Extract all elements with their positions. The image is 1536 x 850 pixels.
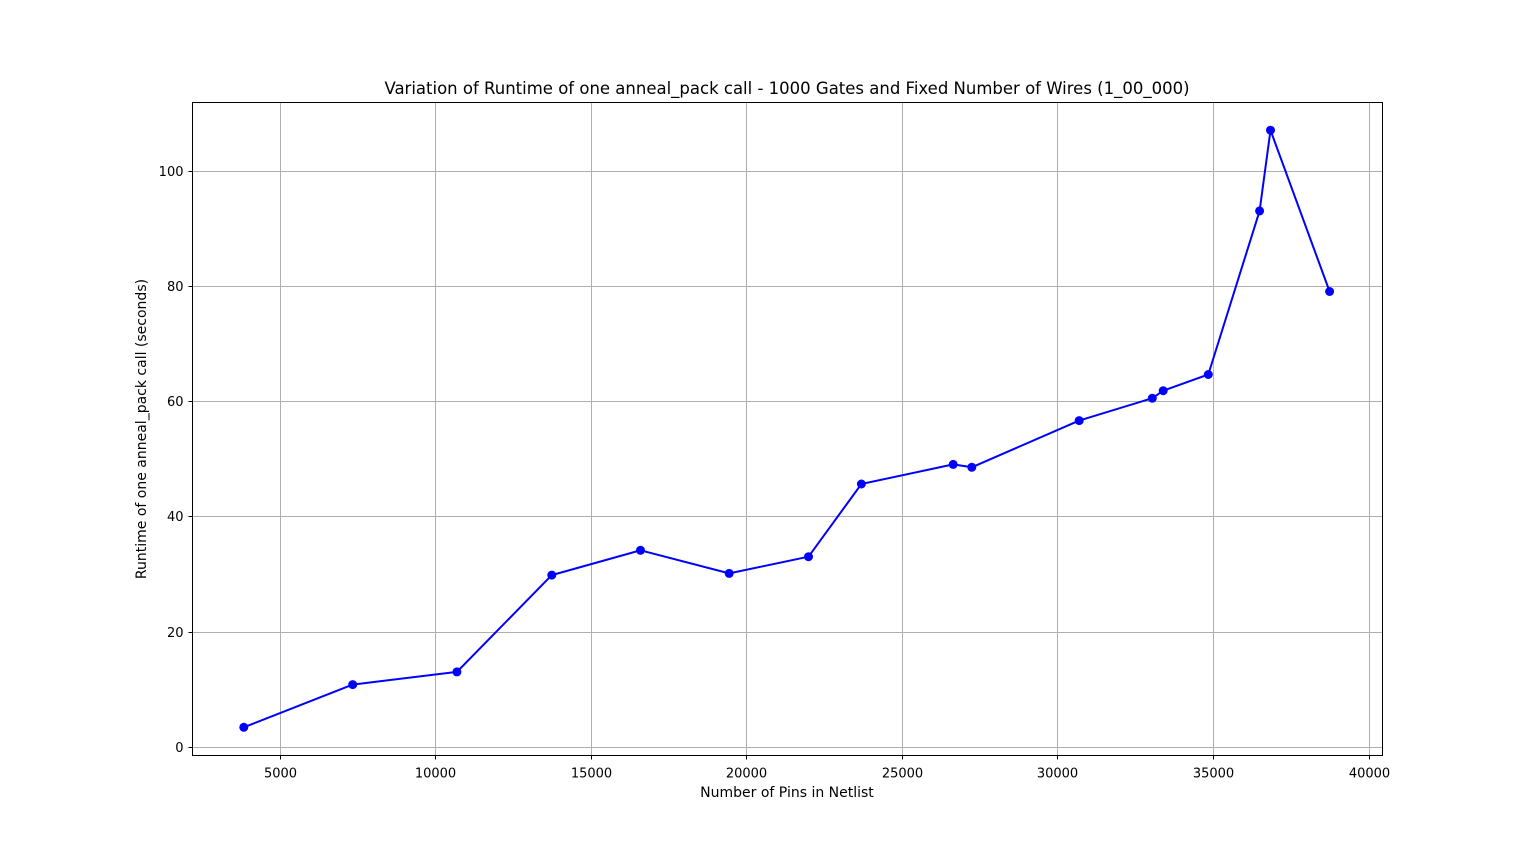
x-axis-title: Number of Pins in Netlist bbox=[700, 785, 874, 801]
grid-lines bbox=[192, 102, 1383, 756]
axis-ticks: 5000 10000 15000 20000 25000 30000 35000 40000 0… bbox=[159, 165, 1391, 782]
y-tick-label: 60 bbox=[167, 395, 184, 410]
data-point bbox=[1147, 393, 1157, 403]
data-point bbox=[547, 570, 557, 580]
data-point bbox=[1325, 287, 1335, 296]
data-series bbox=[239, 125, 1335, 732]
data-point bbox=[1255, 206, 1265, 216]
y-tick-label: 0 bbox=[175, 741, 183, 756]
x-tick-label: 15000 bbox=[571, 767, 612, 782]
data-point bbox=[967, 462, 977, 472]
data-point bbox=[724, 568, 734, 578]
data-point bbox=[948, 459, 958, 469]
data-point bbox=[452, 667, 462, 677]
y-tick-label: 80 bbox=[167, 280, 184, 295]
data-point bbox=[1074, 416, 1084, 426]
x-tick-label: 30000 bbox=[1037, 767, 1078, 782]
x-tick-label: 25000 bbox=[882, 767, 923, 782]
data-point bbox=[1203, 370, 1213, 379]
data-point bbox=[348, 680, 358, 690]
data-point bbox=[1158, 386, 1168, 396]
x-tick-label: 35000 bbox=[1193, 767, 1234, 782]
data-point bbox=[856, 479, 866, 489]
y-tick-label: 20 bbox=[167, 626, 184, 641]
chart-title: Variation of Runtime of one anneal_pack … bbox=[384, 79, 1189, 99]
y-tick-label: 40 bbox=[167, 510, 184, 525]
series-line bbox=[243, 129, 1331, 729]
data-point bbox=[636, 545, 645, 555]
x-tick-label: 20000 bbox=[726, 767, 767, 782]
y-axis-title: Runtime of one anneal_pack call (seconds… bbox=[134, 279, 150, 579]
data-point bbox=[1266, 125, 1275, 135]
x-tick-label: 40000 bbox=[1349, 767, 1390, 782]
x-tick-label: 10000 bbox=[415, 767, 456, 782]
plot-frame bbox=[192, 102, 1383, 756]
y-tick-label: 100 bbox=[159, 165, 184, 180]
x-tick-label: 5000 bbox=[264, 767, 297, 782]
data-point bbox=[239, 722, 249, 732]
data-point bbox=[804, 552, 813, 562]
